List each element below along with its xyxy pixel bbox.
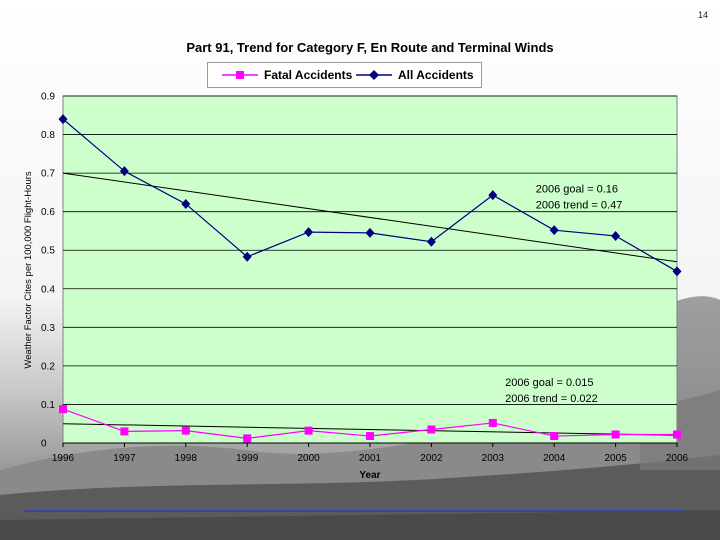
x-tick-label: 2004 xyxy=(543,453,566,464)
trend-line-fatal xyxy=(62,423,678,436)
data-point-all xyxy=(549,225,559,236)
data-point-fatal xyxy=(673,430,681,439)
plot-area xyxy=(62,95,678,444)
data-point-fatal xyxy=(120,427,129,436)
legend-item-all: All Accidents xyxy=(356,68,474,82)
data-point-all xyxy=(488,190,498,201)
data-point-all xyxy=(365,227,375,238)
data-point-all xyxy=(242,251,252,262)
y-tick-label: 0.7 xyxy=(41,169,55,180)
y-tick-label: 0.2 xyxy=(41,361,55,372)
data-point-all xyxy=(181,198,191,209)
y-tick-label: 0.4 xyxy=(41,284,55,295)
y-tick-label: 0.5 xyxy=(41,246,55,257)
annotation-line: 2006 trend = 0.47 xyxy=(536,199,623,211)
y-tick-label: 0.6 xyxy=(41,207,55,218)
data-point-fatal xyxy=(427,425,436,434)
data-point-fatal xyxy=(59,405,67,414)
annotation-line: 2006 trend = 0.022 xyxy=(505,393,598,405)
legend-label-fatal: Fatal Accidents xyxy=(264,68,353,82)
x-tick-label: 1999 xyxy=(236,453,259,464)
y-tick-label: 0.3 xyxy=(41,323,55,334)
legend-label-all: All Accidents xyxy=(398,68,474,82)
chart-legend: Fatal Accidents All Accidents xyxy=(207,62,482,88)
x-tick-label: 1998 xyxy=(175,453,198,464)
x-tick-label: 2005 xyxy=(604,453,627,464)
data-point-fatal xyxy=(488,418,497,427)
x-tick-label: 1997 xyxy=(113,453,136,464)
data-point-fatal xyxy=(243,434,252,443)
data-point-all xyxy=(426,236,436,247)
trend-line-all xyxy=(62,172,678,263)
y-tick-label: 0 xyxy=(41,439,47,450)
y-tick-label: 0.9 xyxy=(41,92,55,103)
data-point-all xyxy=(119,166,129,177)
x-tick-label: 1996 xyxy=(52,453,75,464)
bottom-rule xyxy=(24,510,684,512)
x-axis-title: Year xyxy=(359,470,381,481)
data-point-all xyxy=(58,114,68,125)
chart-title: Part 91, Trend for Category F, En Route … xyxy=(186,40,554,55)
data-point-fatal xyxy=(304,426,313,435)
x-tick-label: 2003 xyxy=(482,453,505,464)
data-point-fatal xyxy=(181,426,190,435)
y-tick-label: 0.8 xyxy=(41,130,55,141)
x-tick-label: 2002 xyxy=(420,453,443,464)
legend-item-fatal: Fatal Accidents xyxy=(222,68,352,82)
data-point-all xyxy=(304,227,314,238)
data-point-fatal xyxy=(550,432,559,441)
x-tick-label: 2000 xyxy=(297,453,320,464)
data-point-fatal xyxy=(611,430,620,439)
y-tick-label: 0.1 xyxy=(41,400,55,411)
x-tick-label: 2001 xyxy=(359,453,382,464)
legend-diamond-marker-icon xyxy=(356,70,392,80)
x-tick-label: 2006 xyxy=(666,453,689,464)
data-point-all xyxy=(611,230,621,241)
data-point-all xyxy=(672,266,682,277)
annotation-line: 2006 goal = 0.015 xyxy=(505,377,593,389)
page-number: 14 xyxy=(697,10,708,20)
annotation-line: 2006 goal = 0.16 xyxy=(536,183,618,195)
data-point-fatal xyxy=(366,432,374,441)
legend-square-marker-icon xyxy=(222,71,258,79)
